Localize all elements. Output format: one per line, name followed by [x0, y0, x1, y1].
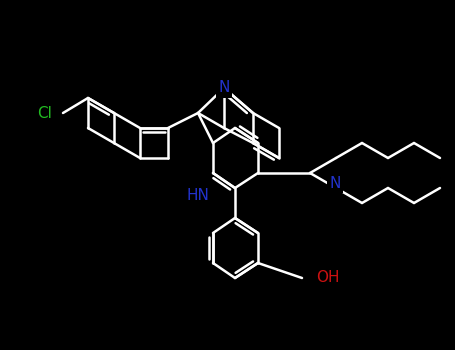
Text: N: N — [218, 80, 230, 96]
Text: OH: OH — [316, 271, 339, 286]
Text: HN: HN — [187, 189, 209, 203]
Text: Cl: Cl — [37, 105, 52, 120]
Text: N: N — [329, 175, 341, 190]
